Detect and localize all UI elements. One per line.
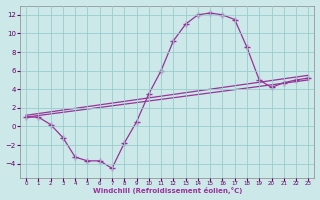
X-axis label: Windchill (Refroidissement éolien,°C): Windchill (Refroidissement éolien,°C) <box>92 187 242 194</box>
